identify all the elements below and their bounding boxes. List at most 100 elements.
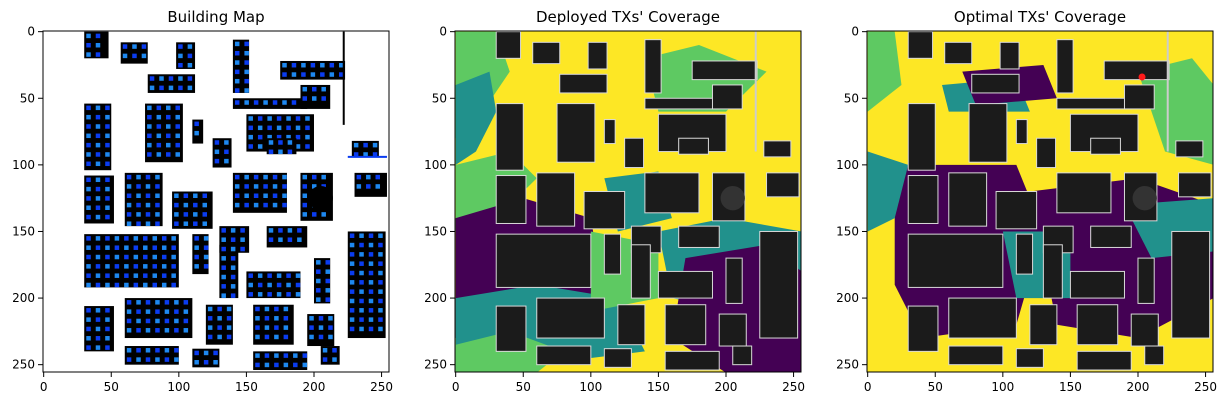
building	[603, 348, 632, 368]
rx-point	[126, 193, 132, 199]
rx-point	[240, 228, 245, 233]
rx-point	[132, 44, 137, 49]
building	[308, 186, 333, 211]
building	[266, 226, 308, 248]
rx-point	[156, 114, 162, 120]
rx-point	[183, 202, 189, 208]
rx-point	[311, 174, 317, 180]
rx-point	[147, 133, 152, 139]
rx-point	[253, 184, 259, 189]
rx-point	[253, 174, 259, 180]
rx-point	[316, 288, 321, 293]
rx-point	[224, 140, 229, 145]
rx-point	[194, 236, 199, 241]
rx-point	[305, 125, 310, 131]
rx-point	[359, 280, 364, 285]
rx-point	[276, 282, 282, 288]
rx-point	[234, 78, 240, 84]
rx-point	[147, 152, 152, 157]
building	[907, 175, 939, 224]
x-tick-label: 50	[516, 380, 531, 394]
rx-point	[255, 325, 260, 330]
y-tick-label: 50	[844, 91, 859, 105]
rx-point	[168, 76, 174, 81]
building	[1015, 348, 1044, 368]
rx-point	[136, 318, 141, 324]
deployed-coverage-plot: 0 50 100 150 200 250 0 50 100 150 200 250	[424, 25, 805, 394]
rx-point	[287, 228, 293, 233]
rx-point	[366, 184, 371, 189]
rx-point	[283, 362, 289, 368]
rx-point	[149, 85, 155, 91]
rx-point	[171, 273, 176, 278]
rx-point	[282, 174, 287, 180]
rx-point	[295, 116, 301, 121]
y-tick-label: 200	[836, 291, 859, 305]
x-tick-label: 0	[40, 380, 48, 394]
rx-point	[171, 282, 176, 288]
rx-point	[175, 152, 180, 157]
rx-point	[378, 261, 383, 266]
rx-point	[95, 264, 101, 269]
rx-point	[147, 105, 152, 111]
rx-point	[175, 105, 180, 111]
rx-point	[328, 325, 333, 330]
rx-point	[105, 186, 110, 192]
x-tick-label: 250	[370, 380, 393, 394]
rx-point	[95, 273, 101, 278]
building	[536, 345, 592, 366]
rx-point	[145, 193, 151, 199]
rx-point	[156, 142, 162, 148]
rx-point	[174, 212, 179, 217]
rx-point	[136, 300, 141, 305]
rx-point	[203, 350, 209, 356]
building	[232, 39, 250, 93]
rx-point	[311, 212, 317, 217]
rx-point	[221, 237, 226, 242]
rx-point	[291, 72, 297, 77]
rx-point	[302, 202, 308, 208]
building	[766, 172, 800, 198]
rx-point	[114, 236, 120, 241]
rx-point	[145, 348, 151, 353]
rx-point	[202, 221, 208, 226]
rx-point	[105, 133, 110, 139]
rx-point	[86, 317, 91, 322]
x-tick-label: 0	[864, 380, 872, 394]
rx-point	[161, 245, 167, 250]
rx-point	[152, 236, 158, 241]
rx-point	[226, 334, 232, 340]
rx-point	[161, 236, 167, 241]
rx-point	[234, 60, 240, 65]
rx-point	[257, 273, 263, 278]
building	[664, 304, 707, 346]
coverage-zone	[455, 71, 497, 165]
rx-point	[178, 44, 183, 49]
rx-point	[86, 308, 91, 313]
rx-point	[378, 252, 383, 257]
rx-point	[95, 114, 101, 120]
x-tick-label: 250	[1194, 380, 1217, 394]
rx-point	[207, 306, 213, 312]
rx-point	[194, 245, 199, 250]
rx-point	[86, 273, 91, 278]
rx-point	[213, 360, 218, 365]
rx-point	[166, 133, 171, 139]
rx-point	[143, 264, 148, 269]
x-tick-label: 150	[235, 380, 258, 394]
rx-point	[234, 202, 240, 208]
rx-point	[126, 212, 132, 217]
rx-point	[283, 353, 289, 358]
rx-point	[248, 292, 253, 297]
rx-point	[95, 308, 101, 313]
rx-point	[368, 252, 374, 257]
building	[176, 42, 196, 69]
rx-point	[95, 52, 101, 57]
rx-point	[136, 193, 141, 199]
rx-point	[368, 289, 374, 294]
rx-point	[282, 184, 287, 189]
building	[1076, 350, 1132, 371]
rx-point	[175, 114, 180, 120]
rx-point	[174, 309, 179, 314]
rx-point	[321, 96, 326, 101]
